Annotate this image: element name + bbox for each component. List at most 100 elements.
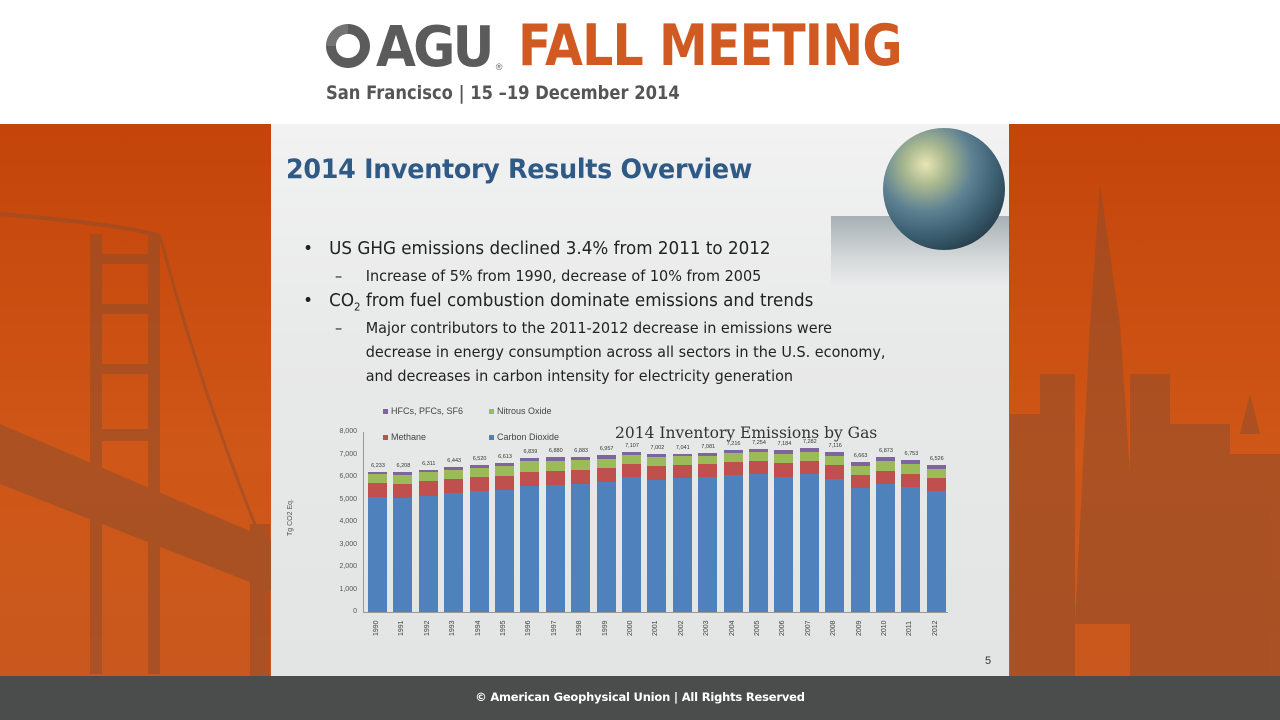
bar-total-label: 7,002 <box>650 445 665 452</box>
bar-segment <box>444 493 464 612</box>
bar-segment <box>418 472 438 482</box>
bar-segment <box>495 476 514 491</box>
bar-segment <box>647 466 667 480</box>
legend-methane: Methane <box>383 432 426 442</box>
bar-segment <box>850 475 870 489</box>
bar-segment <box>571 457 591 461</box>
bar-segment <box>520 458 540 461</box>
bar-total-label: 7,216 <box>726 440 741 447</box>
bar-segment <box>672 478 692 612</box>
bar-segment <box>901 473 921 487</box>
bar-segment <box>545 457 565 461</box>
x-tick-label: 2012 <box>931 620 939 636</box>
x-tick-label: 1994 <box>474 620 482 636</box>
y-tick-label: 2,000 <box>339 563 357 570</box>
bar-segment <box>520 471 540 486</box>
bar-segment <box>876 483 895 612</box>
y-tick-label: 1,000 <box>339 585 357 593</box>
chart-title: 2014 Inventory Emissions by Gas <box>615 424 878 442</box>
stacked-bar <box>647 454 667 612</box>
stacked-bar <box>622 452 641 612</box>
bar-segment <box>571 470 591 484</box>
stacked-bar <box>418 470 438 612</box>
bar-segment <box>393 483 413 499</box>
y-tick-label: 7,000 <box>339 450 357 458</box>
sub-bullet-item: – Major contributors to the 2011-2012 de… <box>335 319 833 337</box>
y-tick-label: 6,000 <box>339 473 357 480</box>
bar-segment <box>520 460 540 472</box>
stacked-bar <box>495 463 514 612</box>
bar-segment <box>596 455 616 459</box>
x-tick-label: 1998 <box>576 620 584 636</box>
earth-globe-icon <box>883 128 1005 250</box>
bar-segment <box>495 463 514 467</box>
bar-segment <box>723 474 743 612</box>
bar-total-label: 7,081 <box>701 443 716 450</box>
bar-segment <box>698 455 718 465</box>
bar-segment <box>850 462 870 466</box>
bar-total-label: 6,839 <box>523 449 538 456</box>
bar-segment <box>571 460 591 471</box>
bar-segment <box>698 477 718 612</box>
x-tick-label: 2001 <box>652 620 660 636</box>
x-tick-label: 1995 <box>500 620 507 636</box>
legend-swatch-icon <box>489 408 494 414</box>
bar-segment <box>799 460 819 475</box>
sub-bullet-item: – Increase of 5% from 1990, decrease of … <box>335 267 762 285</box>
x-tick-label: 2007 <box>804 620 812 636</box>
stacked-bar <box>926 465 946 612</box>
x-tick-label: 1997 <box>550 620 558 636</box>
bar-segment <box>418 495 438 612</box>
registered-mark: ® <box>495 62 503 72</box>
event-location-dates: San Francisco | 15 –19 December 2014 <box>326 82 680 104</box>
stacked-bar <box>698 452 718 612</box>
stacked-bar <box>876 457 895 612</box>
bar-segment <box>926 478 946 491</box>
bar-segment <box>418 481 438 496</box>
y-tick-label: 0 <box>353 608 357 615</box>
bar-segment <box>368 482 387 498</box>
bar-total-label: 6,520 <box>472 456 487 463</box>
bar-total-label: 7,184 <box>777 441 792 448</box>
presentation-slide: 2014 Inventory Results Overview US GHG e… <box>271 124 1009 676</box>
bar-segment <box>926 490 946 612</box>
bar-segment <box>571 483 591 612</box>
bar-total-label: 7,041 <box>675 444 690 451</box>
bar-segment <box>368 471 387 474</box>
stacked-bar <box>393 472 413 612</box>
bar-segment <box>444 467 464 470</box>
legend-swatch-icon <box>383 408 388 414</box>
y-tick-label: 3,000 <box>339 540 357 548</box>
bar-segment <box>444 478 464 494</box>
x-axis <box>363 612 948 613</box>
bar-segment <box>469 465 489 468</box>
bar-segment <box>799 451 819 461</box>
bar-total-label: 6,208 <box>396 463 411 470</box>
x-tick-label: 2011 <box>906 620 914 636</box>
bar-total-label: 6,663 <box>853 453 868 460</box>
bullet-item: CO2 from fuel combustion dominate emissi… <box>303 290 813 314</box>
x-tick-label: 2009 <box>855 620 863 636</box>
legend-swatch-icon <box>383 434 388 440</box>
bar-segment <box>495 466 514 476</box>
bar-total-label: 6,873 <box>879 448 893 455</box>
bar-segment <box>799 474 819 612</box>
legend-hfcs: HFCs, PFCs, SF6 <box>383 406 463 416</box>
bar-segment <box>545 484 565 612</box>
bar-total-label: 6,883 <box>574 448 589 455</box>
bar-segment <box>850 488 870 612</box>
bar-segment <box>825 465 845 479</box>
sub-bullet-continuation: and decreases in carbon intensity for el… <box>365 367 794 385</box>
x-tick-label: 1992 <box>423 620 431 636</box>
bar-segment <box>393 474 413 484</box>
bar-segment <box>545 460 565 471</box>
bar-segment <box>368 473 387 483</box>
bar-segment <box>825 478 845 612</box>
y-axis-title: Tg CO2 Eq. <box>287 499 294 536</box>
bar-segment <box>469 467 489 478</box>
stacked-bar <box>520 458 540 612</box>
legend-carbon-dioxide: Carbon Dioxide <box>489 432 559 442</box>
bar-segment <box>469 477 489 492</box>
bar-segment <box>825 455 845 466</box>
bar-total-label: 6,613 <box>498 454 512 461</box>
